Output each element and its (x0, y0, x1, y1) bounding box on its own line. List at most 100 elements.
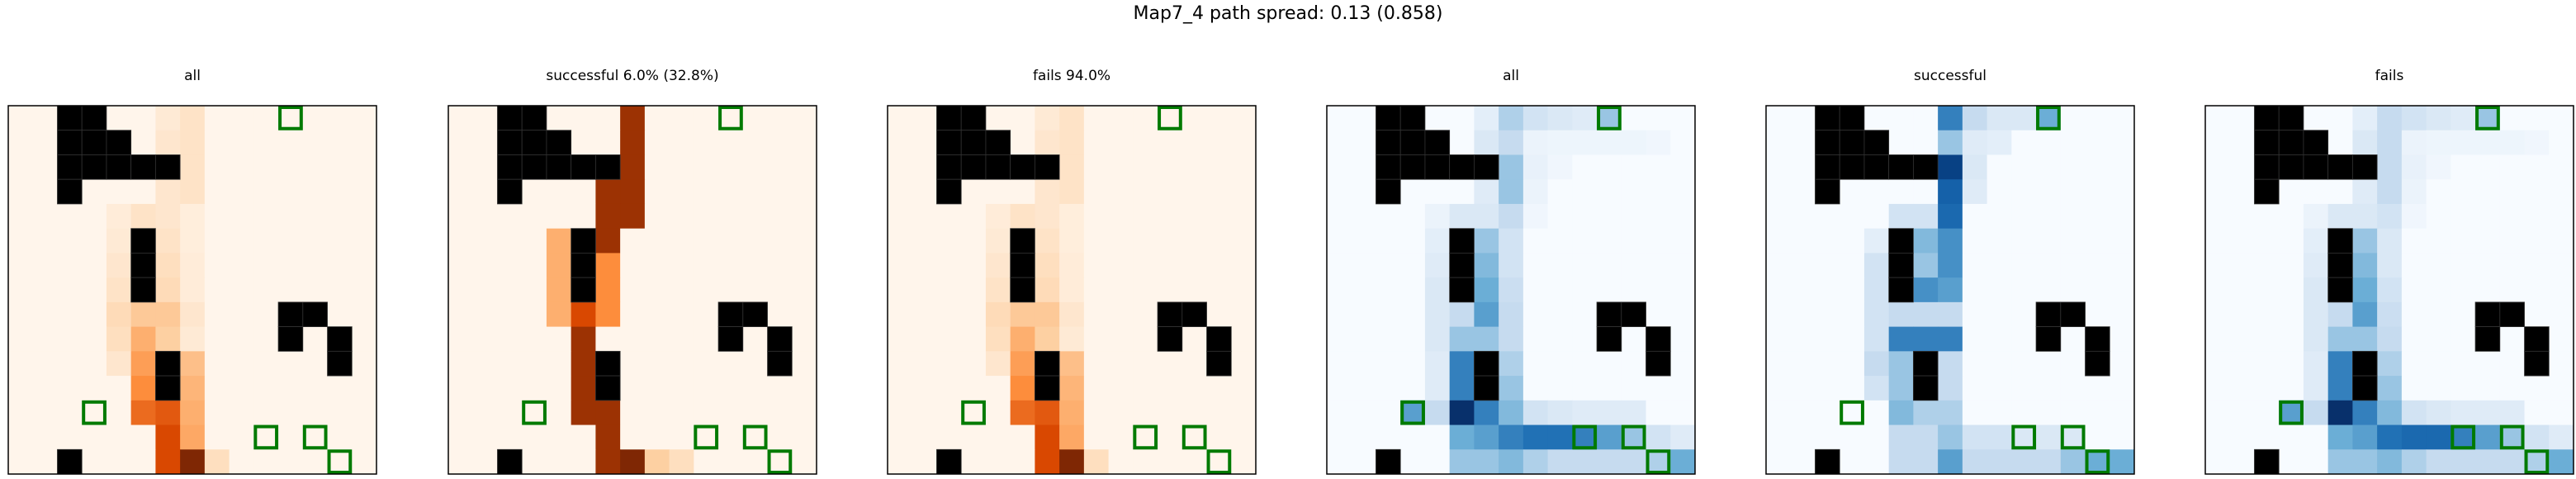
heatmap-cell (1815, 424, 1840, 450)
obstacle-cell (936, 105, 962, 131)
heatmap-cell (1133, 203, 1158, 230)
heatmap-cell (1986, 326, 2012, 352)
heatmap-cell (1938, 326, 1963, 352)
heatmap-cell (204, 424, 230, 450)
heatmap-cell (2401, 228, 2427, 254)
heatmap-cell (229, 277, 254, 303)
heatmap-cell (1621, 400, 1647, 426)
heatmap-cell (2036, 351, 2062, 377)
heatmap-cell (2254, 277, 2280, 303)
heatmap-cell (546, 179, 572, 205)
heatmap-cell (106, 449, 132, 475)
heatmap-cell (2036, 203, 2062, 230)
heatmap-cell (644, 449, 670, 475)
heatmap-cell (130, 376, 156, 401)
obstacle-cell (1424, 154, 1451, 180)
heatmap-cell (1327, 203, 1352, 230)
heatmap-cell (2426, 424, 2451, 450)
heatmap-cell (2110, 449, 2135, 475)
heatmap-cell (595, 449, 621, 475)
heatmap-cell (1206, 400, 1232, 426)
heatmap-cell (2279, 326, 2304, 352)
heatmap-cell (2352, 449, 2378, 475)
heatmap-cell (448, 228, 474, 254)
heatmap-cell (1766, 424, 1792, 450)
heatmap-cell (961, 449, 987, 475)
heatmap-cell (1376, 277, 1401, 303)
heatmap-cell (595, 400, 621, 426)
heatmap-cell (694, 106, 719, 131)
heatmap-cell (1547, 253, 1573, 278)
heatmap-cell (1790, 424, 1816, 450)
heatmap-cell (1499, 400, 1524, 426)
heatmap-cell (253, 326, 279, 352)
heatmap-cell (352, 301, 377, 328)
heatmap-cell (2377, 400, 2403, 426)
obstacle-cell (1473, 375, 1499, 401)
heatmap-cell (1327, 424, 1352, 450)
heatmap-cell (694, 154, 719, 180)
heatmap-cell (106, 301, 132, 328)
heatmap-cell (1424, 326, 1451, 352)
heatmap-cell (2205, 130, 2231, 155)
heatmap-cell (912, 179, 937, 205)
heatmap-cell (2401, 179, 2427, 205)
heatmap-cell (204, 376, 230, 401)
heatmap-cell (888, 130, 913, 155)
heatmap-cell (1621, 326, 1647, 352)
heatmap-cell (155, 400, 181, 426)
heatmap-cell (2085, 203, 2110, 230)
obstacle-cell (2474, 301, 2501, 328)
heatmap-cell (448, 326, 474, 352)
heatmap-cell (2060, 228, 2086, 254)
obstacle-cell (1888, 154, 1914, 180)
heatmap-cell (1231, 351, 1257, 377)
goal-marker (718, 106, 743, 130)
heatmap-cell (130, 106, 156, 131)
heatmap-cell (82, 228, 107, 254)
heatmap-cell (1133, 424, 1158, 450)
obstacle-cell (594, 350, 621, 377)
heatmap-cell (1986, 449, 2012, 475)
heatmap-cell (2524, 376, 2550, 401)
heatmap-cell (2401, 253, 2427, 278)
obstacle-cell (985, 154, 1011, 180)
heatmap-cell (912, 326, 937, 352)
heatmap-cell (1766, 351, 1792, 377)
heatmap-cell (1646, 253, 1671, 278)
heatmap-cell (936, 301, 962, 328)
heatmap-cell (718, 179, 744, 205)
heatmap-cell (1790, 130, 1816, 155)
heatmap-cell (2229, 351, 2255, 377)
heatmap-cell (1181, 326, 1208, 352)
heatmap-cell (82, 376, 107, 401)
heatmap-cell (1597, 424, 1622, 450)
heatmap-cell (2036, 253, 2062, 278)
heatmap-cell (792, 203, 817, 230)
heatmap-cell (1766, 228, 1792, 254)
heatmap-cell (1670, 449, 1696, 475)
heatmap-cell (644, 203, 670, 230)
heatmap-cell (644, 179, 670, 205)
heatmap-cell (1424, 228, 1451, 254)
heatmap-cell (278, 376, 304, 401)
heatmap-cell (2549, 130, 2574, 155)
heatmap-cell (718, 277, 744, 303)
heatmap-cell (1059, 424, 1085, 450)
figure-suptitle: Map7_4 path spread: 0.13 (0.858) (1133, 3, 1443, 24)
heatmap-cell (669, 424, 694, 450)
heatmap-cell (1621, 179, 1647, 205)
heatmap-cell (888, 228, 913, 254)
heatmap-cell (1913, 400, 1939, 426)
heatmap-cell (1547, 424, 1573, 450)
heatmap-cell (2451, 253, 2476, 278)
obstacle-cell (106, 154, 132, 180)
heatmap-cell (8, 253, 34, 278)
heatmap-cell (620, 130, 646, 155)
heatmap-cell (767, 376, 793, 401)
heatmap-cell (1522, 106, 1549, 131)
heatmap-cell (2303, 424, 2329, 450)
heatmap-cell (2279, 376, 2304, 401)
heatmap-cell (1938, 449, 1963, 475)
heatmap-cell (2451, 424, 2476, 450)
